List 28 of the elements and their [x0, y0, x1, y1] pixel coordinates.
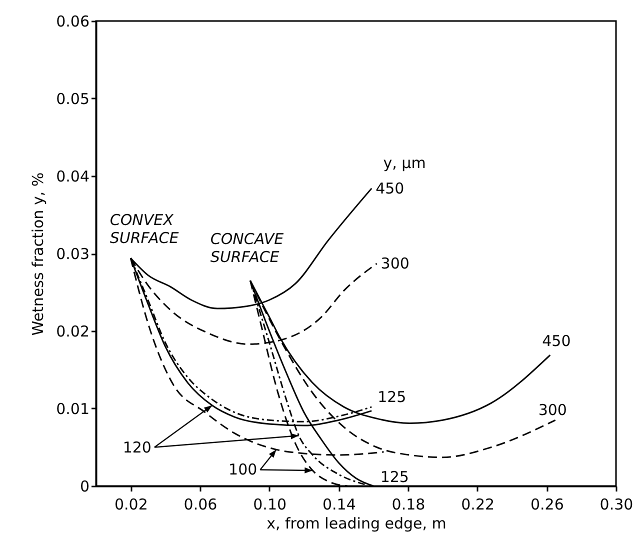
annotation: 100	[228, 460, 258, 479]
x-tick-label: 0.10	[253, 496, 287, 514]
x-tick-label: 0.26	[530, 496, 564, 514]
y-tick-label: 0.02	[56, 322, 90, 340]
x-tick-label: 0.30	[600, 496, 634, 514]
annotation: y, µm	[383, 154, 426, 172]
series-label: 125	[378, 388, 406, 406]
annotation: CONCAVE SURFACE	[210, 230, 284, 266]
annotation: 120	[122, 438, 152, 456]
x-tick-label: 0.02	[114, 496, 148, 514]
y-tick-label: 0.03	[56, 245, 90, 263]
series-label: 450	[376, 179, 404, 198]
x-tick-label: 0.06	[184, 496, 218, 514]
y-tick-label: 0.06	[56, 12, 90, 30]
x-tick-label: 0.22	[461, 496, 495, 514]
series-label: 450	[542, 332, 571, 350]
annotation: CONVEX SURFACE	[110, 211, 180, 248]
x-tick-label: 0.18	[392, 496, 426, 514]
y-tick-label: 0.01	[56, 400, 90, 418]
y-tick-label: 0	[80, 478, 90, 496]
series-label: 300	[380, 254, 410, 273]
y-tick-label: 0.05	[56, 90, 90, 108]
y-tick-label: 0.04	[56, 168, 90, 186]
x-axis-title: x, from leading edge, m	[266, 514, 446, 532]
series-label: 125	[380, 468, 409, 486]
series-label: 300	[538, 401, 567, 420]
x-tick-label: 0.14	[322, 496, 356, 514]
y-axis-title: Wetness fraction y, %	[29, 172, 48, 336]
